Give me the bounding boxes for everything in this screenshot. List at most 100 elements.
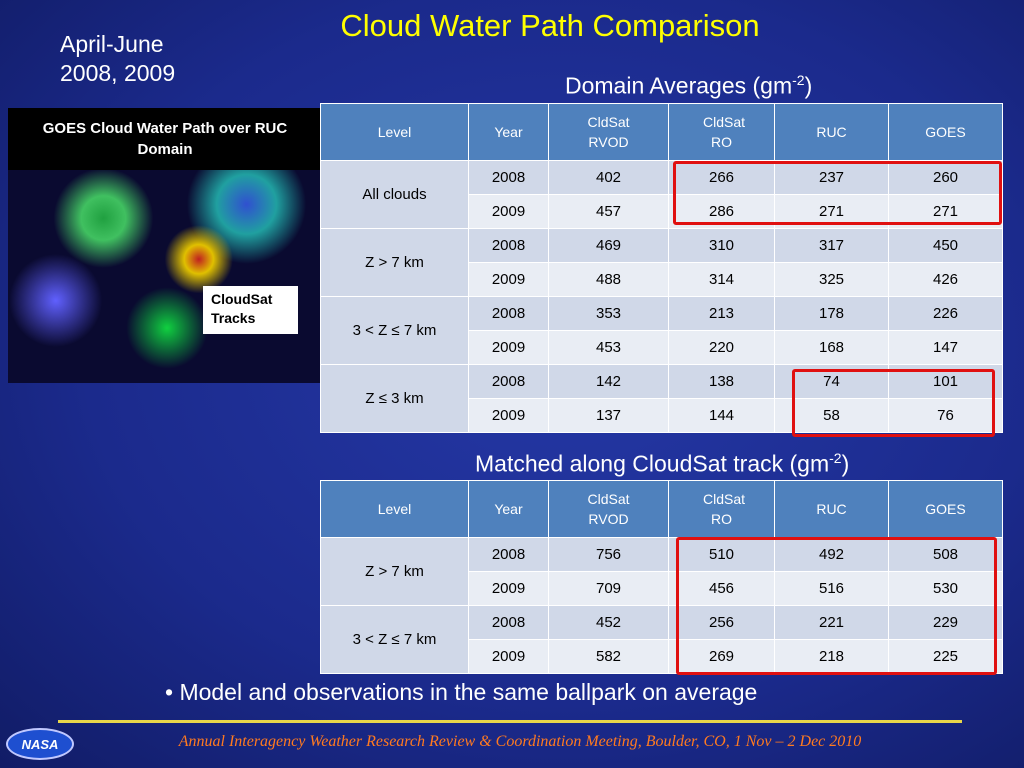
highlight-box xyxy=(673,161,1002,225)
header-cell: GOES xyxy=(888,480,1003,538)
cell: 453 xyxy=(548,330,669,365)
header-cell: CldSat RO xyxy=(668,103,775,161)
header-cell: CldSat RO xyxy=(668,480,775,538)
period-line: 2008, 2009 xyxy=(60,60,176,86)
cell: 325 xyxy=(774,262,889,297)
header-cell: GOES xyxy=(888,103,1003,161)
heading-text: Domain Averages (gm xyxy=(565,72,793,99)
level-cell: 3 < Z ≤ 7 km xyxy=(320,296,469,365)
cell: 402 xyxy=(548,160,669,195)
header-row: Level Year CldSat RVOD CldSat RO RUC GOES xyxy=(320,103,1003,161)
cell: 225 xyxy=(888,639,1003,674)
table-heading: Matched along CloudSat track (gm-2) xyxy=(475,450,849,478)
footer: Annual Interagency Weather Research Revi… xyxy=(178,733,862,750)
heading-close: ) xyxy=(804,72,813,99)
map-caption: GOES Cloud Water Path over RUC Domain xyxy=(8,108,322,170)
cell: 2009 xyxy=(468,330,549,365)
cell: 310 xyxy=(668,228,775,263)
data-row: All clouds 2008 402 266 237 260 xyxy=(320,160,1003,229)
data-row: 2009 453 220 168 147 xyxy=(321,330,1003,365)
cell: 260 xyxy=(888,160,1003,195)
period: April-June 2008, 2009 xyxy=(60,30,175,88)
data-row: 2009 709 456 516 530 xyxy=(321,571,1003,606)
cell: 2009 xyxy=(468,639,549,674)
level-cell: Z > 7 km xyxy=(320,228,469,297)
cell: 709 xyxy=(548,571,669,606)
header-cell: Level xyxy=(320,103,469,161)
data-table: Level Year CldSat RVOD CldSat RO RUC GOES Z > … xyxy=(320,480,1003,674)
cell: 237 xyxy=(774,160,889,195)
cell: 226 xyxy=(888,296,1003,331)
header-cell: RUC xyxy=(774,480,889,538)
period-line: April-June xyxy=(60,31,164,57)
data-row: 3 < Z ≤ 7 km 2008 452 256 221 229 xyxy=(320,605,1003,674)
cell: 2008 xyxy=(468,605,549,640)
footer-rule xyxy=(58,720,962,723)
cell: 137 xyxy=(548,398,669,433)
cell: 530 xyxy=(888,571,1003,606)
cell: 76 xyxy=(888,398,1003,433)
map-label: CloudSat Tracks xyxy=(203,286,298,334)
cell: 269 xyxy=(668,639,775,674)
bullet: • Model and observations in the same bal… xyxy=(165,679,758,705)
cell: 229 xyxy=(888,605,1003,640)
logo: NASA xyxy=(6,728,74,760)
level-cell: 3 < Z ≤ 7 km xyxy=(320,605,469,674)
heading-text: Matched along CloudSat track (gm xyxy=(475,450,830,477)
header-cell: CldSat RVOD xyxy=(548,103,669,161)
cell: 488 xyxy=(548,262,669,297)
header-cell: CldSat RVOD xyxy=(548,480,669,538)
cell: 2009 xyxy=(468,194,549,229)
cell: 2008 xyxy=(468,160,549,195)
cell: 582 xyxy=(548,639,669,674)
data-row: Z > 7 km 2008 469 310 317 450 xyxy=(320,228,1003,297)
cell: 457 xyxy=(548,194,669,229)
cell: 178 xyxy=(774,296,889,331)
heading-sup: -2 xyxy=(829,450,842,466)
table-heading: Domain Averages (gm-2) xyxy=(565,72,812,100)
cell: 168 xyxy=(774,330,889,365)
cell: 353 xyxy=(548,296,669,331)
heading-close: ) xyxy=(841,450,850,477)
cell: 452 xyxy=(548,605,669,640)
cell: 221 xyxy=(774,605,889,640)
cell: 144 xyxy=(668,398,775,433)
header-row: Level Year CldSat RVOD CldSat RO RUC GOES xyxy=(320,480,1003,538)
cell: 213 xyxy=(668,296,775,331)
cell: 220 xyxy=(668,330,775,365)
header-cell: Level xyxy=(320,480,469,538)
cell: 147 xyxy=(888,330,1003,365)
cell: 142 xyxy=(548,364,669,399)
cell: 2009 xyxy=(468,262,549,297)
heading-sup: -2 xyxy=(792,72,805,88)
data-row: 3 < Z ≤ 7 km 2008 353 213 178 226 xyxy=(320,296,1003,365)
cell: 317 xyxy=(774,228,889,263)
cell: 456 xyxy=(668,571,775,606)
cell: 450 xyxy=(888,228,1003,263)
cell: 138 xyxy=(668,364,775,399)
level-cell: Z > 7 km xyxy=(320,537,469,606)
highlight-box xyxy=(676,537,997,675)
highlight-box xyxy=(792,369,995,437)
data-row: 2009 582 269 218 225 xyxy=(321,639,1003,674)
cell: 256 xyxy=(668,605,775,640)
cell: 756 xyxy=(548,537,669,572)
title: Cloud Water Path Comparison xyxy=(340,8,760,43)
data-row: 2009 488 314 325 426 xyxy=(321,262,1003,297)
cell: 2008 xyxy=(468,296,549,331)
cell: 2009 xyxy=(468,398,549,433)
cell: 266 xyxy=(668,160,775,195)
cell: 508 xyxy=(888,537,1003,572)
cell: 510 xyxy=(668,537,775,572)
cell: 469 xyxy=(548,228,669,263)
header-cell: RUC xyxy=(774,103,889,161)
cell: 426 xyxy=(888,262,1003,297)
level-cell: All clouds xyxy=(320,160,469,229)
cell: 492 xyxy=(774,537,889,572)
header-cell: Year xyxy=(468,480,549,538)
header-cell: Year xyxy=(468,103,549,161)
cell: 2008 xyxy=(468,228,549,263)
cell: 314 xyxy=(668,262,775,297)
cell: 2009 xyxy=(468,571,549,606)
